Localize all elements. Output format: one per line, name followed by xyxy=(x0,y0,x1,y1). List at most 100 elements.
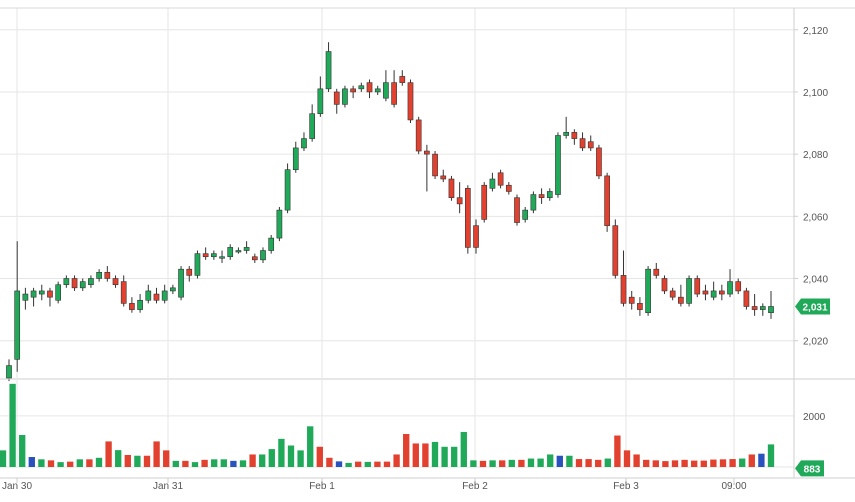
volume-bar xyxy=(623,450,631,467)
candle-body xyxy=(112,278,119,286)
volume-bar xyxy=(259,454,266,467)
candle-body xyxy=(96,271,102,279)
candle-body xyxy=(563,132,570,136)
y-tick-label: 2,120 xyxy=(803,26,828,37)
grid-lines xyxy=(0,8,794,468)
candle-body xyxy=(292,147,299,170)
y-tick-label: 2,040 xyxy=(803,275,828,286)
candle-body xyxy=(432,153,438,177)
volume-bar xyxy=(335,461,343,467)
volume-bar xyxy=(604,458,611,467)
volume-bar xyxy=(47,460,55,467)
volume-bar xyxy=(95,457,103,467)
candle-body xyxy=(440,175,447,180)
volume-bar xyxy=(431,441,439,467)
candle-body xyxy=(637,303,643,310)
volume-bar xyxy=(393,454,400,467)
candle-body xyxy=(415,119,422,152)
volume-bar xyxy=(105,441,112,467)
volume-bar xyxy=(355,461,362,467)
candle-body xyxy=(153,293,160,301)
volume-bar xyxy=(220,459,227,467)
volume-bar xyxy=(364,461,371,467)
candle-body xyxy=(342,88,348,105)
candle-body xyxy=(759,306,766,310)
y-tick-label: 2,060 xyxy=(803,212,828,223)
volume-bar xyxy=(9,383,16,467)
candle-body xyxy=(71,278,78,289)
volume-bar xyxy=(652,460,659,467)
candle-body xyxy=(6,365,12,379)
last-volume-label: 883 xyxy=(804,464,821,475)
y-tick-label: 2,100 xyxy=(803,88,828,99)
volume-bar xyxy=(143,455,151,467)
candle-body xyxy=(317,88,324,115)
volume-bar xyxy=(403,433,410,467)
volume-bar xyxy=(76,459,83,467)
candle-body xyxy=(63,278,70,286)
volume-bar xyxy=(115,450,122,467)
candle-body xyxy=(424,150,430,155)
volume-bar xyxy=(316,446,323,467)
volume-bar xyxy=(739,458,746,467)
candle-body xyxy=(309,113,316,139)
candle-body xyxy=(661,278,668,292)
volume-bar xyxy=(460,431,467,467)
candle-body xyxy=(481,184,488,220)
candle-body xyxy=(768,306,774,314)
candle-body xyxy=(366,82,373,93)
volume-bar xyxy=(470,460,477,467)
price-candles xyxy=(6,42,774,382)
volume-bars xyxy=(0,383,775,467)
volume-bar xyxy=(134,455,141,467)
volume-bar xyxy=(710,459,717,467)
x-tick-label: Feb 2 xyxy=(462,481,488,492)
volume-bar xyxy=(297,450,304,467)
candle-body xyxy=(448,178,455,198)
candle-body xyxy=(383,82,389,99)
volume-bar xyxy=(729,459,736,467)
candle-body xyxy=(620,275,627,304)
volume-bar xyxy=(86,459,93,467)
volume-bar xyxy=(662,461,669,467)
volume-bar xyxy=(518,459,525,467)
candle-body xyxy=(702,290,709,295)
candle-body xyxy=(727,281,733,295)
volume-bar xyxy=(643,459,650,467)
candle-body xyxy=(251,256,258,261)
candle-body xyxy=(407,82,414,121)
volume-bar xyxy=(681,459,688,467)
candle-body xyxy=(202,253,209,258)
candle-body xyxy=(325,51,332,90)
candle-body xyxy=(743,290,750,307)
candle-body xyxy=(178,268,184,298)
candle-body xyxy=(276,209,283,239)
y-tick-label: 2,020 xyxy=(803,337,828,348)
candle-body xyxy=(686,278,692,304)
volume-bar xyxy=(268,449,275,467)
candle-body xyxy=(522,209,529,220)
candle-body xyxy=(694,278,701,295)
candle-body xyxy=(456,197,463,205)
candle-body xyxy=(38,290,45,295)
volume-bar xyxy=(575,459,583,467)
volume-bar xyxy=(451,446,458,467)
candle-body xyxy=(735,281,742,292)
volume-bar xyxy=(153,441,160,467)
volume-bar xyxy=(499,460,506,467)
volume-bar xyxy=(182,460,189,467)
volume-bar xyxy=(19,435,26,467)
last-price-badge xyxy=(795,298,830,315)
x-tick-label: 09:00 xyxy=(721,481,746,492)
volume-bar xyxy=(383,461,391,467)
volume-bar xyxy=(527,458,535,467)
candle-body xyxy=(464,188,471,248)
volume-bar xyxy=(719,459,727,467)
candle-body xyxy=(399,76,406,83)
volume-bar xyxy=(633,454,640,467)
volume-bar xyxy=(374,461,381,467)
volume-bar xyxy=(38,459,45,467)
volume-bar xyxy=(671,460,679,467)
